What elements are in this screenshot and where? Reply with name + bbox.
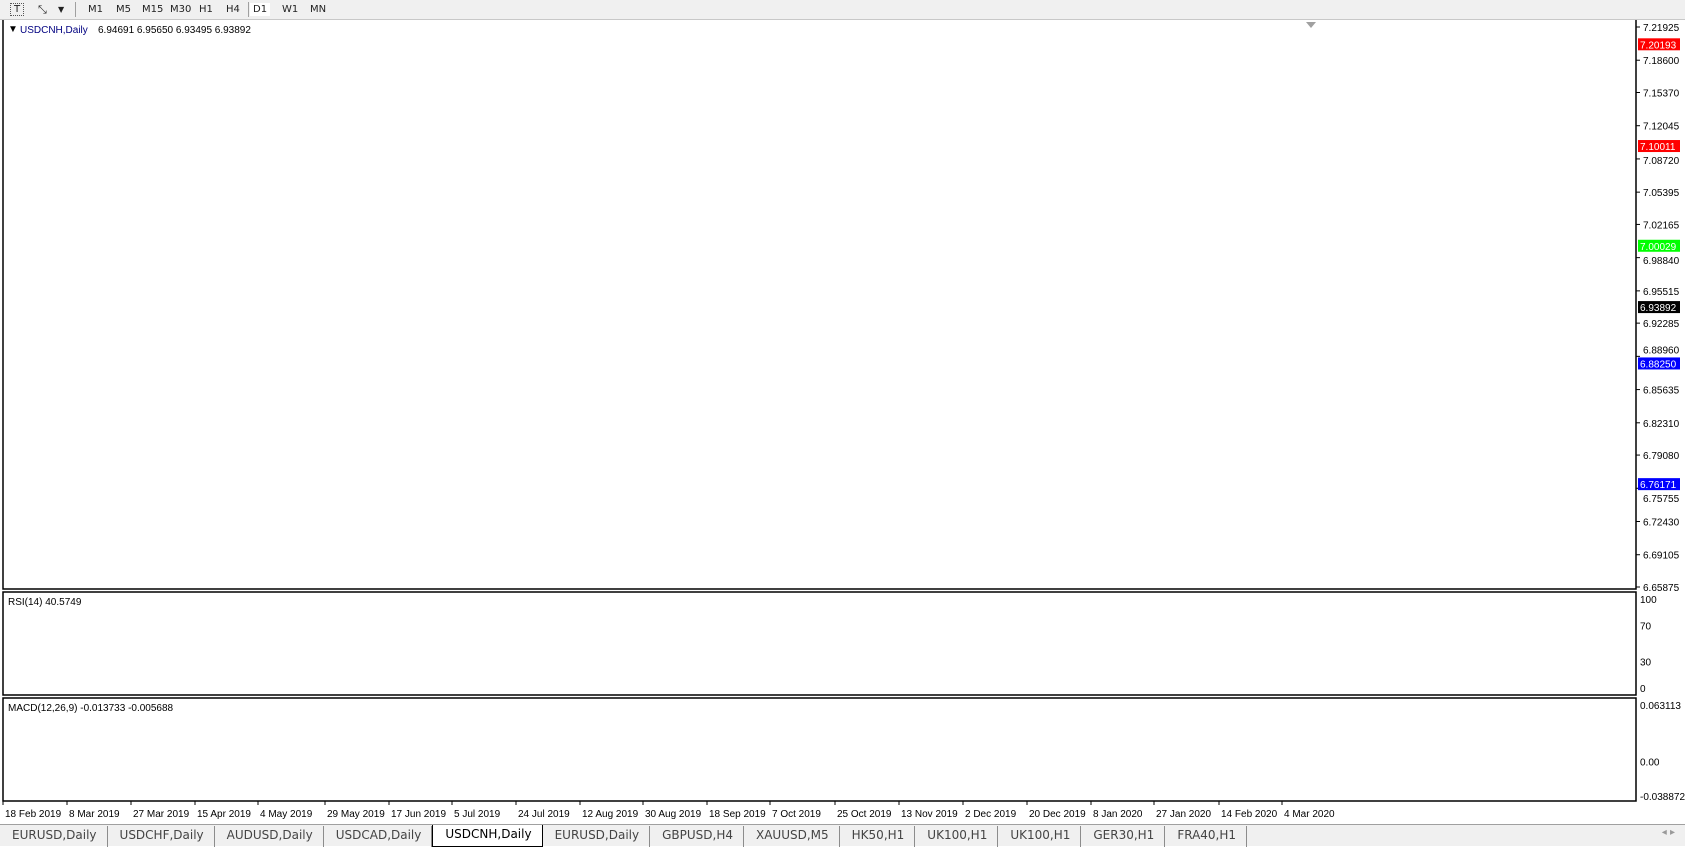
price-tick-label: 6.65875	[1643, 583, 1680, 594]
rsi-tick-label: 0	[1640, 684, 1646, 695]
price-tick-label: 6.98840	[1643, 256, 1680, 267]
date-tick-label: 29 May 2019	[327, 809, 385, 820]
dropdown-arrow-icon[interactable]: ▼	[58, 5, 65, 14]
date-tick-label: 7 Oct 2019	[772, 809, 821, 820]
toolbar-separator	[75, 2, 76, 17]
chart-tab[interactable]: UK100,H1	[998, 826, 1082, 847]
date-tick-label: 17 Jun 2019	[391, 809, 446, 820]
date-tick-label: 4 Mar 2020	[1284, 809, 1335, 820]
price-tick-label: 6.69105	[1643, 551, 1680, 562]
level-price-badge	[1638, 478, 1680, 491]
chart-tabs: EURUSD,Daily USDCHF,Daily AUDUSD,Daily USDC…	[0, 824, 1685, 847]
level-price-label: 7.10011	[1640, 142, 1676, 153]
date-tick-label: 8 Mar 2019	[69, 809, 120, 820]
timeframe-mn[interactable]: MN	[310, 4, 327, 15]
macd-label: MACD(12,26,9) -0.013733 -0.005688	[8, 703, 174, 714]
level-price-badge	[1638, 140, 1680, 153]
date-tick-label: 15 Apr 2019	[197, 809, 251, 820]
chart-ohlc: 6.94691 6.95650 6.93495 6.93892	[98, 25, 251, 36]
price-tick-label: 7.18600	[1643, 56, 1680, 67]
date-tick-label: 20 Dec 2019	[1029, 809, 1086, 820]
chart-tab[interactable]: GER30,H1	[1081, 826, 1166, 847]
current-price-badge	[1638, 301, 1680, 314]
chart-tab[interactable]: USDCHF,Daily	[108, 826, 215, 847]
chart-tab[interactable]: FRA40,H1	[1165, 826, 1248, 847]
tab-scroll-arrows-icon[interactable]: ◂ ▸	[1661, 827, 1675, 838]
level-price-badge	[1638, 357, 1680, 370]
toolbar: T ⤡ ▼ M1 M5 M15 M30 H1 H4 D1 W1 MN	[0, 0, 1685, 20]
date-tick-label: 24 Jul 2019	[518, 809, 570, 820]
chart-tab[interactable]: HK50,H1	[840, 826, 916, 847]
price-tick-label: 7.08720	[1643, 156, 1680, 167]
chart-tab[interactable]: EURUSD,Daily	[0, 826, 108, 847]
date-tick-label: 18 Feb 2019	[5, 809, 62, 820]
rsi-label: RSI(14) 40.5749	[8, 597, 82, 608]
chart-tab[interactable]: GBPUSD,H4	[650, 826, 744, 847]
date-tick-label: 25 Oct 2019	[837, 809, 892, 820]
price-tick-label: 6.72430	[1643, 518, 1680, 529]
chart-tab[interactable]: USDCNH,Daily	[432, 825, 543, 847]
chart-tab[interactable]: EURUSD,Daily	[543, 826, 651, 847]
rsi-tick-label: 70	[1640, 622, 1652, 633]
chart-tab[interactable]: USDCAD,Daily	[324, 826, 433, 847]
date-tick-label: 27 Jan 2020	[1156, 809, 1211, 820]
chart-tab[interactable]: UK100,H1	[915, 826, 999, 847]
date-tick-label: 12 Aug 2019	[582, 809, 639, 820]
price-tick-label: 6.85635	[1643, 386, 1680, 397]
toolbar-separator	[248, 2, 249, 17]
date-tick-label: 18 Sep 2019	[709, 809, 766, 820]
timeframe-h4[interactable]: H4	[226, 4, 240, 15]
pane-border	[2, 20, 1637, 590]
price-tick-label: 6.95515	[1643, 287, 1680, 298]
timeframe-w1[interactable]: W1	[282, 4, 299, 15]
level-price-label: 7.00029	[1640, 242, 1677, 253]
macd-tick-label: -0.038872	[1640, 792, 1685, 803]
level-price-badge	[1638, 38, 1680, 51]
rsi-tick-label: 100	[1640, 595, 1657, 606]
date-tick-label: 14 Feb 2020	[1221, 809, 1278, 820]
price-tick-label: 7.12045	[1643, 122, 1680, 133]
price-tick-label: 6.75755	[1643, 494, 1680, 505]
chart-shift-marker-icon[interactable]	[1306, 22, 1316, 28]
timeframe-m5[interactable]: M5	[116, 4, 131, 15]
price-tick-label: 6.92285	[1643, 319, 1680, 330]
pane-border	[2, 697, 1637, 802]
level-price-label: 7.20193	[1640, 40, 1677, 51]
timeframe-h1[interactable]: H1	[199, 4, 213, 15]
price-tick-label: 7.05395	[1643, 188, 1680, 199]
date-tick-label: 5 Jul 2019	[454, 809, 501, 820]
price-tick-label: 6.82310	[1643, 419, 1680, 430]
pane-border	[2, 591, 1637, 696]
timeframe-m30[interactable]: M30	[170, 4, 192, 15]
date-tick-label: 8 Jan 2020	[1093, 809, 1143, 820]
macd-tick-label: 0.063113	[1640, 701, 1681, 712]
price-tick-label: 6.79080	[1643, 451, 1680, 462]
chart-tab[interactable]: XAUUSD,M5	[744, 826, 840, 847]
current-price-label: 6.93892	[1640, 303, 1677, 314]
chart-area[interactable]: 7.21925 7.18600 7.15370 7.12045 7.08720 7.053…	[0, 20, 1685, 824]
level-price-badge	[1638, 239, 1680, 252]
line-tools-icon[interactable]: ⤡	[38, 3, 47, 16]
level-price-label: 6.88250	[1640, 359, 1677, 370]
price-tick-label: 7.15370	[1643, 88, 1680, 99]
timeframe-m1[interactable]: M1	[88, 4, 103, 15]
timeframe-d1[interactable]: D1	[250, 3, 271, 16]
date-tick-label: 30 Aug 2019	[645, 809, 702, 820]
date-tick-label: 4 May 2019	[260, 809, 313, 820]
axes: 7.21925 7.18600 7.15370 7.12045 7.08720 7.053…	[2, 20, 1685, 820]
level-price-label: 6.76171	[1640, 480, 1677, 491]
chart-tab[interactable]: AUDUSD,Daily	[215, 826, 324, 847]
date-tick-label: 2 Dec 2019	[965, 809, 1017, 820]
price-tick-label: 7.02165	[1643, 220, 1680, 231]
price-tick-label: 6.88960	[1643, 345, 1680, 356]
price-tick-label: 7.21925	[1643, 23, 1680, 34]
text-tool-icon[interactable]: T	[10, 3, 24, 16]
macd-tick-label: 0.00	[1640, 757, 1660, 768]
chart-symbol: USDCNH,Daily	[20, 25, 88, 36]
date-tick-label: 13 Nov 2019	[901, 809, 958, 820]
date-tick-label: 27 Mar 2019	[133, 809, 190, 820]
chart-header-arrow-icon[interactable]: ▼	[8, 24, 18, 35]
timeframe-m15[interactable]: M15	[142, 4, 164, 15]
rsi-tick-label: 30	[1640, 657, 1652, 668]
